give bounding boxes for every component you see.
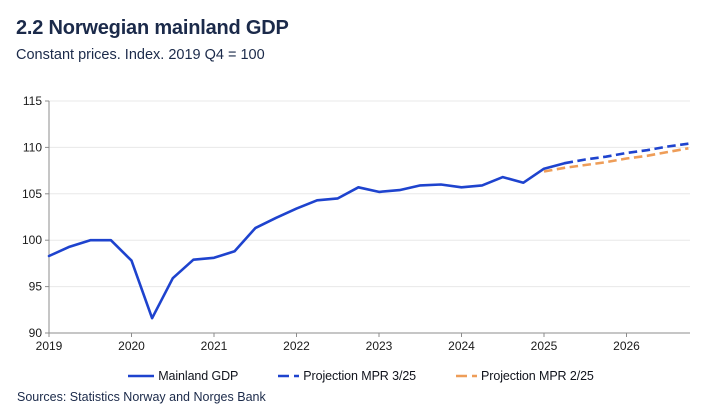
page-subtitle: Constant prices. Index. 2019 Q4 = 100: [16, 47, 265, 63]
sources-note: Sources: Statistics Norway and Norges Ba…: [17, 390, 266, 404]
svg-text:110: 110: [23, 140, 42, 154]
svg-text:2021: 2021: [201, 339, 228, 353]
svg-text:90: 90: [29, 326, 43, 340]
legend-item-projection-mpr-2-25: Projection MPR 2/25: [456, 369, 594, 383]
svg-text:2023: 2023: [366, 339, 393, 353]
svg-text:2024: 2024: [448, 339, 475, 353]
svg-text:2020: 2020: [118, 339, 145, 353]
legend-item-mainland-gdp: Mainland GDP: [128, 369, 238, 383]
svg-text:2026: 2026: [613, 339, 640, 353]
svg-text:2025: 2025: [531, 339, 558, 353]
chart-legend: Mainland GDP Projection MPR 3/25 Project…: [0, 369, 722, 383]
legend-item-projection-mpr-3-25: Projection MPR 3/25: [278, 369, 416, 383]
legend-label-projection-mpr-2-25: Projection MPR 2/25: [481, 369, 594, 383]
solid-line-swatch: [128, 374, 155, 378]
svg-text:105: 105: [22, 187, 42, 201]
dashed-line-swatch-blue: [278, 374, 300, 378]
svg-text:115: 115: [23, 94, 42, 108]
legend-label-projection-mpr-3-25: Projection MPR 3/25: [303, 369, 417, 383]
page-title: 2.2 Norwegian mainland GDP: [16, 17, 289, 39]
svg-text:2019: 2019: [36, 339, 63, 353]
svg-text:100: 100: [22, 233, 42, 247]
svg-text:95: 95: [29, 280, 43, 294]
svg-text:2022: 2022: [283, 339, 310, 353]
dashed-line-swatch-orange: [456, 374, 478, 378]
legend-label-mainland-gdp: Mainland GDP: [158, 369, 239, 383]
